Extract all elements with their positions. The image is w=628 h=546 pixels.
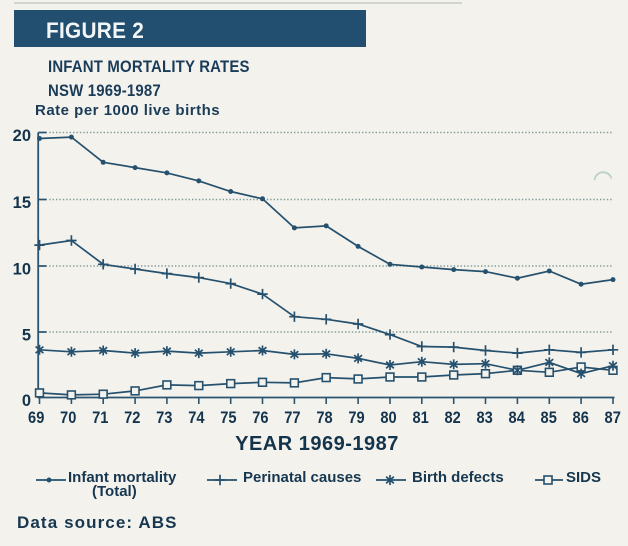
svg-text:15: 15 <box>13 194 31 212</box>
svg-text:71: 71 <box>92 408 108 427</box>
svg-text:10: 10 <box>13 260 31 278</box>
svg-text:80: 80 <box>380 408 396 427</box>
svg-text:86: 86 <box>573 408 589 427</box>
svg-text:70: 70 <box>60 408 76 427</box>
svg-text:81: 81 <box>412 408 428 427</box>
svg-text:78: 78 <box>316 408 332 427</box>
svg-text:79: 79 <box>348 408 364 427</box>
svg-text:82: 82 <box>444 408 460 427</box>
svg-text:72: 72 <box>124 408 140 427</box>
svg-text:73: 73 <box>156 408 172 427</box>
svg-text:76: 76 <box>252 408 268 427</box>
svg-text:20: 20 <box>13 127 31 145</box>
svg-text:75: 75 <box>220 408 236 427</box>
svg-text:69: 69 <box>28 408 44 427</box>
svg-text:5: 5 <box>22 326 31 344</box>
svg-text:77: 77 <box>284 408 300 427</box>
svg-text:87: 87 <box>605 408 621 427</box>
svg-text:84: 84 <box>509 408 526 427</box>
svg-text:0: 0 <box>22 392 31 410</box>
svg-text:85: 85 <box>541 408 557 427</box>
svg-text:83: 83 <box>476 408 492 427</box>
svg-text:74: 74 <box>188 408 205 427</box>
